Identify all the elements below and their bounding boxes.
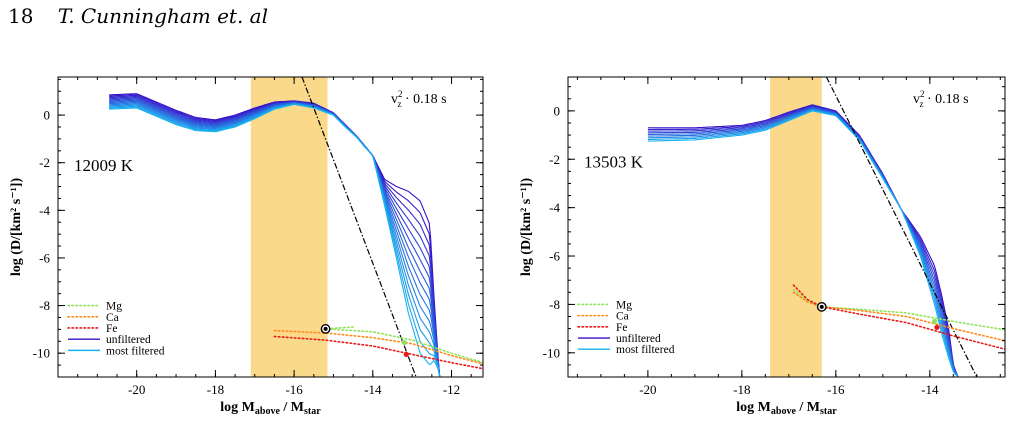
- asymptote-line: [825, 77, 978, 377]
- running-title: T. Cunningham et. al: [57, 4, 268, 28]
- convection-zone-band: [770, 77, 822, 377]
- legend-label: Fe: [106, 323, 118, 335]
- series-mg-line: [792, 289, 1005, 331]
- diffusion-curve: [109, 94, 441, 377]
- series-ca-line: [273, 329, 483, 365]
- plot-frame: [567, 76, 1006, 378]
- y-tick-label: -2: [39, 155, 50, 170]
- plot-area: [109, 77, 483, 377]
- surface-marker-core: [323, 326, 328, 331]
- chart-left: -20 -18 -16 -14 -12 0 -2 -4 -6 -8 -10 log (D/[km² s…: [9, 76, 484, 417]
- plot-frame: [57, 76, 484, 378]
- y-axis-label: log (D/[km² s⁻¹]): [9, 178, 24, 277]
- diffusion-curve: [109, 102, 441, 377]
- x-tick-label: -20: [128, 382, 145, 397]
- x-tick-label: -16: [827, 382, 845, 397]
- legend-label: most filtered: [106, 345, 165, 357]
- y-tick-label: -4: [39, 203, 50, 218]
- x-tick-label: -20: [639, 382, 656, 397]
- velocity-annotation: v2 z · 0.18 s: [391, 89, 447, 109]
- y-tick-label: -6: [39, 250, 50, 265]
- series-point-fe: [403, 351, 409, 357]
- diffusion-curve: [109, 98, 441, 377]
- legend-label: Ca: [616, 311, 629, 323]
- y-tick-label: -4: [549, 200, 560, 215]
- legend-label: Ca: [106, 312, 119, 324]
- y-tick-label: 0: [44, 108, 51, 123]
- y-tick-label: -10: [543, 345, 560, 360]
- series-ca-line: [792, 291, 1005, 342]
- y-tick-label: -8: [39, 298, 50, 313]
- plot-area: [647, 77, 1005, 377]
- series-point-mg: [931, 318, 938, 324]
- series-fe-line: [792, 284, 1005, 350]
- x-tick-label: -12: [443, 382, 460, 397]
- y-axis-label: log (D/[km² s⁻¹]): [519, 178, 534, 277]
- diffusion-curve: [109, 103, 441, 377]
- x-tick-label: -14: [364, 382, 382, 397]
- legend-label: unfiltered: [616, 333, 661, 345]
- chart-right: -20 -18 -16 -14 0 -2 -4 -6 -8 -10 log (D/[km² s⁻¹]…: [519, 76, 1006, 417]
- y-tick-label: -2: [549, 152, 560, 167]
- y-tick-label: 0: [554, 103, 561, 118]
- diffusion-curve: [109, 100, 441, 377]
- x-tick-label: -18: [207, 382, 224, 397]
- velocity-annotation: v2 z · 0.18 s: [913, 89, 969, 109]
- y-tick-label: -6: [549, 249, 560, 264]
- x-tick-label: -18: [733, 382, 750, 397]
- x-tick-label: -14: [921, 382, 939, 397]
- diffusion-curve: [109, 96, 441, 377]
- y-tick-label: -8: [549, 297, 560, 312]
- x-tick-label: -16: [285, 382, 303, 397]
- series-fe-line: [273, 335, 483, 370]
- surface-marker-core: [819, 304, 824, 309]
- x-axis-label: log Mabove / Mstar: [220, 400, 321, 417]
- diffusion-curve: [647, 110, 959, 377]
- legend-label: Fe: [616, 322, 628, 334]
- temperature-label: 12009 K: [74, 156, 134, 175]
- asymptote-line: [301, 77, 417, 377]
- y-tick-label: -10: [33, 346, 50, 361]
- page-number: 18: [8, 4, 34, 28]
- legend-label: Mg: [106, 301, 122, 313]
- series-point-mg: [401, 339, 407, 346]
- legend-label: most filtered: [616, 344, 675, 356]
- series-point-fe: [934, 324, 940, 331]
- x-axis-label: log Mabove / Mstar: [736, 400, 837, 417]
- legend-label: Mg: [616, 299, 632, 311]
- page-header: 18 T. Cunningham et. al: [8, 4, 268, 28]
- convection-zone-band: [250, 77, 328, 377]
- temperature-label: 13503 K: [584, 153, 644, 172]
- legend-label: unfiltered: [106, 334, 151, 346]
